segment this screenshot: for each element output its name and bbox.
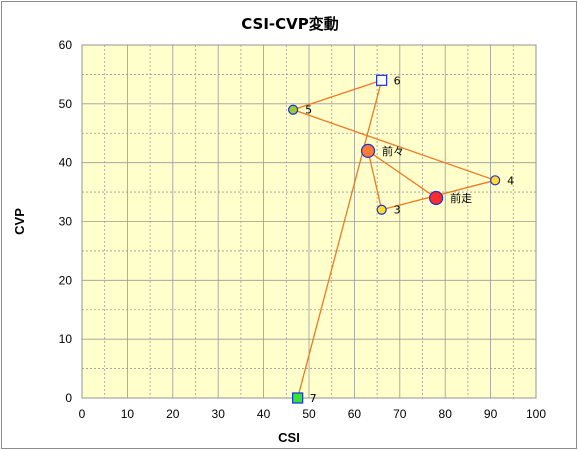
series-line-segment (292, 109, 496, 181)
data-point-label: 前々 (382, 144, 404, 158)
series-line-segment (297, 80, 383, 399)
data-point-label: 4 (507, 174, 514, 187)
x-tick-label: 20 (166, 407, 180, 421)
data-point-label: 6 (394, 74, 401, 87)
data-point-marker (360, 143, 376, 158)
x-tick-label: 60 (348, 407, 362, 421)
x-tick-label: 70 (393, 407, 407, 421)
x-tick-label: 10 (121, 407, 135, 421)
y-tick-label: 10 (59, 332, 73, 346)
data-point-label: 5 (305, 104, 312, 117)
data-point-marker (376, 204, 387, 215)
data-point-marker (376, 74, 388, 86)
y-tick-label: 30 (59, 215, 73, 229)
data-point-label: 3 (394, 204, 401, 217)
x-tick-label: 90 (484, 407, 498, 421)
y-tick-label: 20 (59, 273, 73, 287)
x-axis-label: CSI (278, 430, 300, 445)
series-line-segment (367, 150, 383, 210)
y-tick-label: 40 (59, 156, 73, 170)
series-line-segment (367, 150, 437, 199)
x-tick-label: 30 (212, 407, 226, 421)
series-line-segment (292, 79, 382, 111)
x-tick-label: 100 (526, 407, 546, 421)
chart-title: CSI-CVP変動 (241, 15, 339, 33)
x-tick-label: 50 (302, 407, 316, 421)
data-point-marker (288, 104, 299, 115)
data-point-marker (490, 175, 501, 186)
y-tick-label: 50 (59, 97, 73, 111)
x-tick-label: 80 (439, 407, 453, 421)
y-axis-label: CVP (12, 208, 27, 235)
y-tick-label: 0 (65, 391, 72, 405)
x-tick-label: 0 (79, 407, 86, 421)
data-point-marker (429, 190, 444, 206)
x-tick-label: 40 (257, 407, 271, 421)
y-tick-label: 60 (59, 38, 73, 52)
data-point-marker (292, 392, 304, 404)
data-point-label: 前走 (450, 191, 472, 205)
data-point-label: 7 (310, 392, 317, 405)
